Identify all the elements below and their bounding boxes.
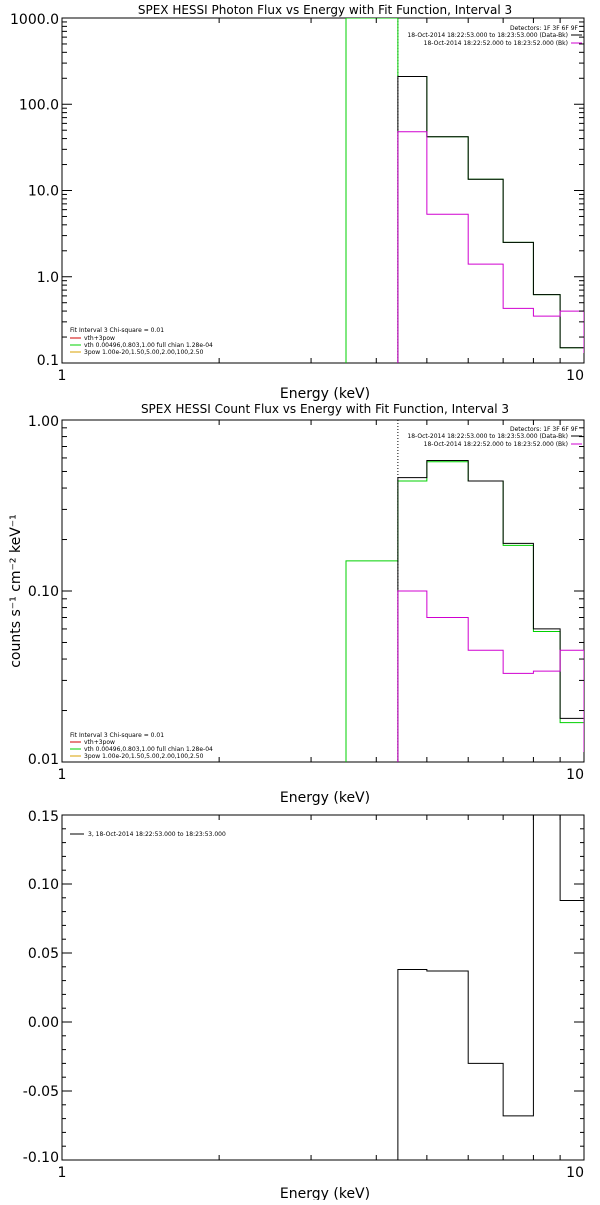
x-axis-label: Energy (keV) [280,1186,370,1200]
series-layer [345,18,584,363]
legend-text: Fit Interval 3 Chi-square = 0.01 [70,732,164,739]
y-tick-label: 0.15 [28,809,59,825]
series-line-0 [397,815,584,1160]
x-tick-label: 1 [58,767,67,783]
header-block: Detectors: 1F 3F 6F 9F 18-Oct-2014 18:22… [407,426,578,448]
y-tick-label: 0.05 [28,946,59,962]
legend: 3, 18-Oct-2014 18:22:53.000 to 18:23:53.… [88,831,226,838]
x-axis-label: Energy (keV) [280,386,370,402]
series-line-0 [345,461,584,762]
x-axis-label: Energy (keV) [280,790,370,806]
legend: Fit Interval 3 Chi-square = 0.01 vth+3po… [70,327,213,356]
legend: Fit Interval 3 Chi-square = 0.01 vth+3po… [70,732,213,760]
panel-count-flux: SPEX HESSI Count Flux vs Energy with Fit… [8,402,585,806]
header-line: 18-Oct-2014 18:22:52.000 to 18:23:52.000… [424,40,568,47]
series-line-1 [397,459,584,762]
header-line: 18-Oct-2014 18:22:53.000 to 18:23:53.000… [407,32,568,39]
plot-area: 1 10 0.01 0.10 1.00 [28,414,585,783]
header-line: Detectors: 1F 3F 6F 9F [510,25,579,32]
series-layer [397,815,584,1160]
header-line: Detectors: 1F 3F 6F 9F [510,426,579,433]
y-tick-label: 1000.0 [10,12,59,28]
y-tick-label: 0.1 [37,353,59,369]
series-line-0 [345,18,584,363]
chart-title: SPEX HESSI Count Flux vs Energy with Fit… [141,402,509,416]
legend-text: vth+3pow [84,739,115,746]
plot-frame [61,419,585,763]
y-tick-label: 0.01 [28,752,59,768]
x-tick-label: 1 [58,368,67,384]
plot-area: 1 10 0.1 1.0 10.0 100.0 1000.0 [10,12,585,384]
y-tick-label: 100.0 [19,97,59,113]
legend-text: vth 0.00496,0.803,1.00 full chian 1.28e-… [84,746,213,753]
chart-title: SPEX HESSI Photon Flux vs Energy with Fi… [138,3,512,17]
y-tick-label: 10.0 [28,184,59,200]
y-tick-label: 0.10 [28,877,59,893]
legend-text: Fit Interval 3 Chi-square = 0.01 [70,327,164,334]
y-axis-label: counts s⁻¹ cm⁻² keV⁻¹ [8,514,24,668]
y-tick-label: 1.00 [28,414,59,430]
plot-frame [61,17,585,364]
x-tick-label: 10 [566,368,584,384]
plot-area: 1 10 -0.10 -0.05 0.00 0.05 0.10 0.15 [23,809,585,1181]
header-line: 18-Oct-2014 18:22:53.000 to 18:23:53.000… [407,433,568,440]
y-tick-label: 0.10 [28,584,59,600]
legend-text: 3pow 1.00e-20,1.50,5.00,2.00,100,2.50 [84,753,204,760]
legend-text: 3, 18-Oct-2014 18:22:53.000 to 18:23:53.… [88,831,226,838]
header-block: Detectors: 1F 3F 6F 9F 18-Oct-2014 18:22… [407,25,578,47]
series-line-2 [397,590,584,762]
y-tick-label: -0.10 [23,1150,59,1166]
legend-text: vth 0.00496,0.803,1.00 full chian 1.28e-… [84,342,213,349]
x-tick-label: 10 [566,767,584,783]
series-line-1 [397,75,584,363]
series-line-2 [397,131,584,363]
y-tick-label: 1.0 [37,270,59,286]
series-layer [345,420,584,762]
header-line: 18-Oct-2014 18:22:52.000 to 18:23:52.000… [424,441,568,448]
legend-text: vth+3pow [84,335,115,342]
plot-frame [61,814,585,1161]
panel-photon-flux: SPEX HESSI Photon Flux vs Energy with Fi… [10,3,585,402]
panel-residuals: 1 10 -0.10 -0.05 0.00 0.05 0.10 0.15 3, 18-Oct-… [23,809,585,1202]
x-tick-label: 1 [58,1165,67,1181]
x-tick-label: 10 [566,1165,584,1181]
y-tick-label: -0.05 [23,1084,59,1100]
legend-text: 3pow 1.00e-20,1.50,5.00,2.00,100,2.50 [84,349,204,356]
y-tick-label: 0.00 [28,1015,59,1031]
